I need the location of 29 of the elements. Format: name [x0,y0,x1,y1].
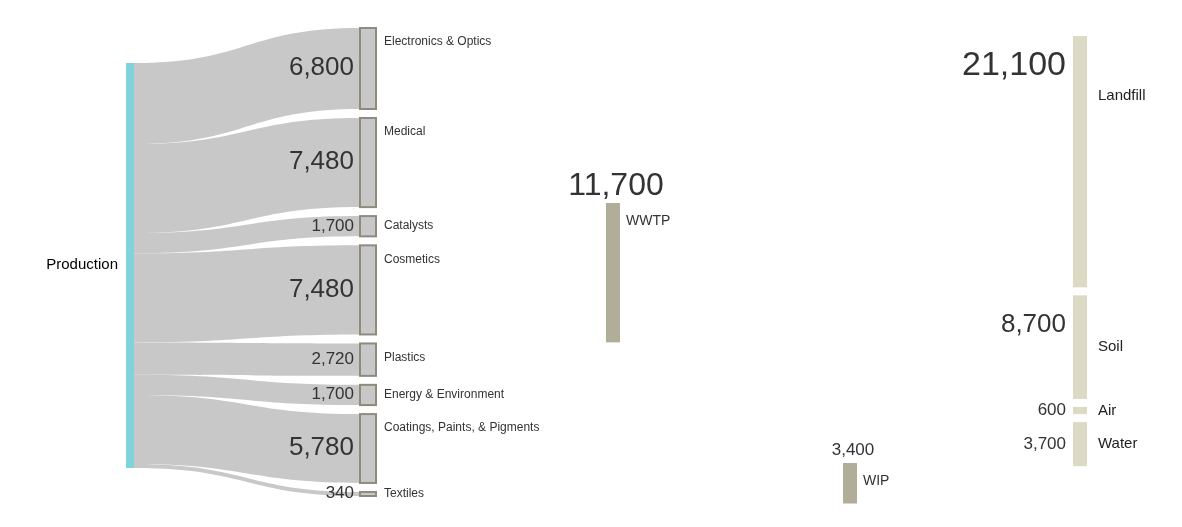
data-label: 5,780 [288,431,354,462]
data-label: 7,480 [288,272,354,303]
data-label: 3,400 [831,440,875,459]
data-label: 11,700 [568,166,664,202]
category-label: Medical [384,124,426,139]
category-label: Electronics & Optics [384,34,492,49]
category-label: WIP [863,472,890,488]
data-label: 600 [1037,400,1066,420]
data-label: 21,100 [962,43,1066,82]
category-label: Air [1098,400,1117,418]
data-label: 8,700 [1000,308,1066,339]
category-label: Coatings, Paints, & Pigments [384,420,540,435]
data-label: 7,480 [288,145,354,176]
category-label: WWTP [626,212,671,228]
category-label: Catalysts [384,218,434,233]
category-label: Production [46,255,118,273]
category-label: Plastics [384,349,426,364]
data-label: 6,800 [288,51,354,82]
category-label: Cosmetics [384,251,441,266]
category-label: Water [1098,434,1138,452]
data-label: 1,700 [311,215,354,235]
category-label: Textiles [384,486,425,501]
data-label: 340 [325,483,354,503]
category-label: Soil [1098,337,1124,355]
category-label: Energy & Environment [384,387,505,402]
data-label: 3,700 [1023,433,1066,453]
category-label: Landfill [1098,85,1146,103]
data-label: 2,720 [311,349,354,369]
data-label: 1,700 [311,384,354,404]
